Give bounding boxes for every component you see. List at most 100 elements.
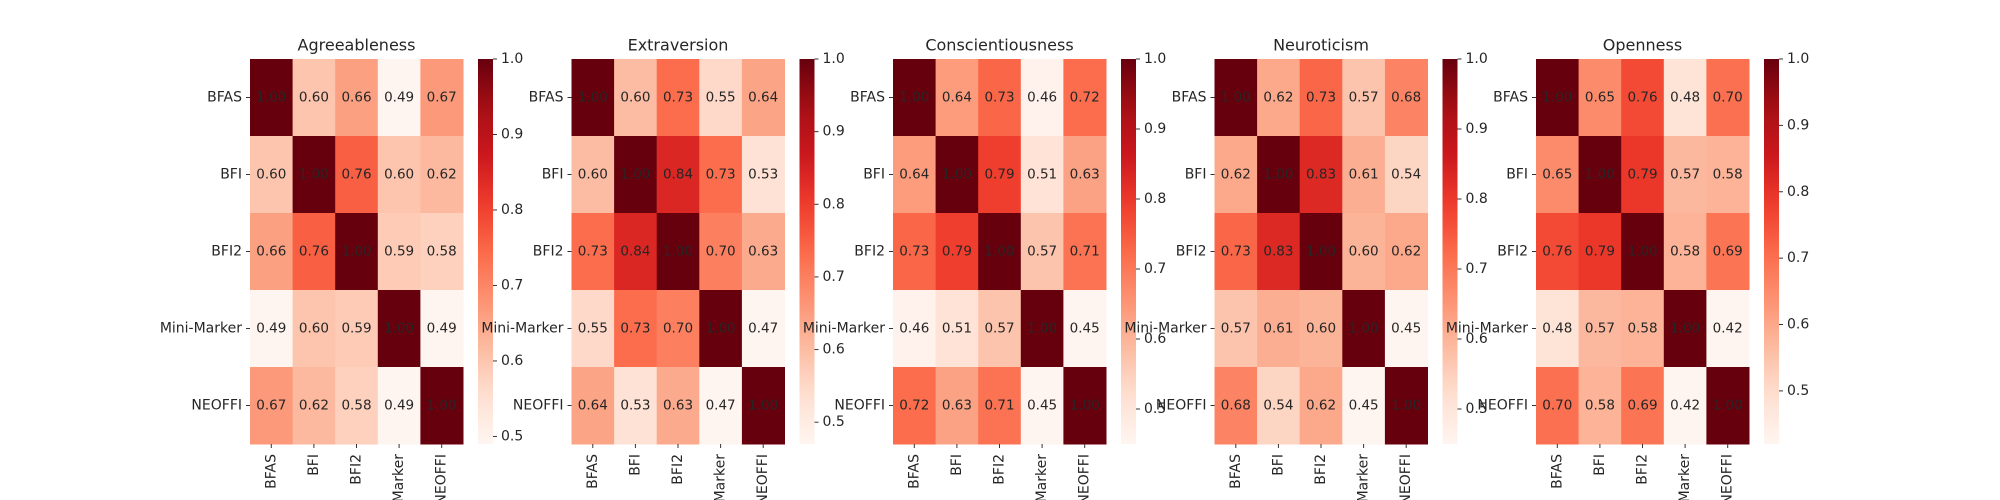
heatmap-cell — [420, 367, 464, 445]
colorbar-tick-label: 0.6 — [823, 342, 845, 358]
cell-label: 1.00 — [663, 244, 693, 260]
cell-label: 0.76 — [1542, 244, 1572, 260]
cell-label: 0.70 — [706, 244, 736, 260]
cell-label: 0.71 — [1070, 244, 1100, 260]
cell-label: 0.62 — [299, 398, 329, 414]
cell-label: 0.58 — [341, 398, 371, 414]
cell-label: 1.00 — [748, 398, 778, 414]
cell-label: 0.83 — [1306, 167, 1336, 183]
x-tick-label: BFAS — [585, 454, 601, 489]
heatmap-cell — [571, 213, 615, 291]
cell-label: 1.00 — [1627, 244, 1657, 260]
cell-label: 0.73 — [663, 90, 693, 106]
heatmap-cell — [1621, 290, 1665, 368]
x-tick-label: BFAS — [1228, 454, 1244, 489]
heatmap-cell — [935, 290, 979, 368]
y-tick-label: NEOFFI — [1477, 398, 1528, 414]
heatmap-cell — [292, 136, 336, 214]
cell-label: 1.00 — [1713, 398, 1743, 414]
cell-label: 0.57 — [1670, 167, 1700, 183]
x-tick-label: BFI — [1592, 454, 1608, 476]
colorbar-tick-label: 1.0 — [823, 51, 845, 67]
colorbar-tick-label: 0.6 — [1466, 331, 1488, 347]
heatmap-cell — [1706, 367, 1750, 445]
heatmap-cell — [935, 213, 979, 291]
heatmap-cell — [1214, 136, 1258, 214]
y-tick-label: BFAS — [1172, 90, 1207, 106]
cell-label: 0.49 — [256, 321, 286, 337]
colorbar-tick-label: 0.5 — [1466, 401, 1488, 417]
cell-label: 0.63 — [942, 398, 972, 414]
heatmap-cell — [1536, 213, 1580, 291]
cell-label: 0.68 — [1221, 398, 1251, 414]
heatmap-cell — [1384, 290, 1428, 368]
heatmap-cell — [1063, 213, 1107, 291]
y-tick-label: BFI — [1185, 167, 1207, 183]
colorbar-tick-label: 0.5 — [1144, 401, 1166, 417]
heatmap-cell — [699, 59, 743, 137]
heatmap-cell — [893, 367, 937, 445]
heatmap-cell — [1663, 213, 1707, 291]
cell-label: 0.60 — [620, 90, 650, 106]
heatmap-cell — [571, 290, 615, 368]
x-tick-label: BFI2 — [670, 454, 686, 485]
colorbar-tick-label: 0.7 — [1787, 250, 1809, 266]
heatmap-cell — [1706, 290, 1750, 368]
x-tick-label: BFI2 — [1313, 454, 1329, 485]
cell-label: 0.79 — [1585, 244, 1615, 260]
heatmap-cell — [250, 136, 294, 214]
heatmap-cell — [699, 136, 743, 214]
cell-label: 1.00 — [1542, 90, 1572, 106]
cell-label: 0.62 — [1221, 167, 1251, 183]
heatmap-cell — [1299, 290, 1343, 368]
heatmap-cell — [1342, 290, 1386, 368]
cell-label: 0.57 — [1221, 321, 1251, 337]
heatmap-cell — [1063, 290, 1107, 368]
heatmap-cell — [614, 290, 658, 368]
heatmap-cell — [1020, 290, 1064, 368]
cell-label: 0.64 — [748, 90, 778, 106]
cell-label: 0.60 — [1306, 321, 1336, 337]
heatmap-cell — [1706, 59, 1750, 137]
y-tick-label: Mini-Marker — [803, 321, 885, 337]
cell-label: 1.00 — [1070, 398, 1100, 414]
cell-label: 0.73 — [1221, 244, 1251, 260]
heatmap-cell — [1020, 59, 1064, 137]
cell-label: 0.70 — [1542, 398, 1572, 414]
heatmap-cell — [741, 59, 785, 137]
y-tick-label: NEOFFI — [1156, 398, 1207, 414]
cell-label: 0.76 — [1627, 90, 1657, 106]
cell-label: 0.76 — [299, 244, 329, 260]
heatmap-cell — [335, 59, 379, 137]
colorbar — [1764, 59, 1779, 444]
heatmap-cell — [292, 59, 336, 137]
colorbar-tick-label: 0.6 — [1144, 331, 1166, 347]
y-tick-label: NEOFFI — [191, 398, 242, 414]
cell-label: 0.83 — [1263, 244, 1293, 260]
heatmap-cell — [250, 290, 294, 368]
colorbar-tick-label: 1.0 — [501, 51, 523, 67]
cell-label: 0.45 — [1349, 398, 1379, 414]
colorbar-tick-label: 1.0 — [1144, 51, 1166, 67]
cell-label: 0.58 — [1627, 321, 1657, 337]
cell-label: 0.71 — [984, 398, 1014, 414]
x-tick-label: NEOFFI — [755, 454, 771, 500]
cell-label: 0.59 — [341, 321, 371, 337]
heatmap-cell — [1536, 59, 1580, 137]
cell-label: 0.62 — [427, 167, 457, 183]
heatmap-cell — [1299, 213, 1343, 291]
cell-label: 0.42 — [1713, 321, 1743, 337]
heatmap-cell — [1621, 367, 1665, 445]
cell-label: 0.73 — [578, 244, 608, 260]
heatmap-cell — [1578, 290, 1622, 368]
heatmap-cell — [1214, 290, 1258, 368]
heatmap-cell — [1663, 59, 1707, 137]
heatmap-cell — [978, 136, 1022, 214]
cell-label: 1.00 — [899, 90, 929, 106]
cell-label: 0.55 — [706, 90, 736, 106]
y-tick-label: Mini-Marker — [481, 321, 563, 337]
heatmap-cell — [1020, 213, 1064, 291]
cell-label: 1.00 — [578, 90, 608, 106]
cell-label: 1.00 — [620, 167, 650, 183]
cell-label: 0.49 — [427, 321, 457, 337]
